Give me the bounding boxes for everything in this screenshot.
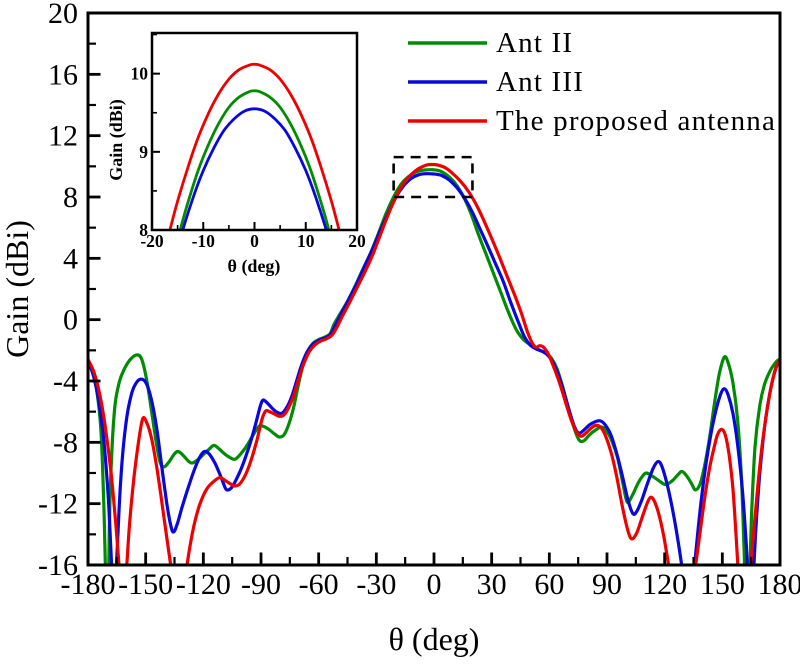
y-tick-label: 16 bbox=[48, 58, 78, 91]
inset-y-tick-label: 9 bbox=[139, 142, 148, 162]
y-tick-label: 12 bbox=[48, 120, 78, 153]
x-tick-label: 180 bbox=[758, 568, 800, 601]
x-tick-label: -90 bbox=[241, 568, 281, 601]
inset-x-tick-label: -10 bbox=[192, 231, 216, 251]
y-tick-label: 8 bbox=[63, 181, 78, 214]
inset-ticks bbox=[151, 33, 358, 231]
inset-y-tick-label: 10 bbox=[131, 64, 149, 84]
inset-x-tick-label: 0 bbox=[250, 231, 259, 251]
inset-series-the-proposed-antenna bbox=[168, 62, 341, 229]
x-tick-label: 30 bbox=[477, 568, 507, 601]
inset-background bbox=[152, 33, 357, 230]
y-tick-label: 0 bbox=[63, 304, 78, 337]
y-tick-label: 20 bbox=[48, 0, 78, 30]
inset-x-tick-label: -20 bbox=[140, 231, 164, 251]
series-ant-ii bbox=[89, 168, 779, 564]
y-axis-title: Gain (dBi) bbox=[0, 220, 35, 358]
x-axis-title: θ (deg) bbox=[389, 621, 480, 657]
x-tick-label: 60 bbox=[534, 568, 564, 601]
y-tick-label: -4 bbox=[53, 365, 78, 398]
y-tick-label: -12 bbox=[38, 488, 78, 521]
inset-tick-labels: -20 -10 0 10 20 8 9 10 bbox=[131, 64, 367, 251]
series-the-proposed-antenna bbox=[89, 162, 779, 564]
inset: -20 -10 0 10 20 8 9 10 bbox=[131, 31, 367, 251]
plot-frame bbox=[86, 11, 782, 567]
inset-frame bbox=[150, 31, 359, 232]
inset-y-tick-label: 8 bbox=[139, 220, 148, 240]
tick-labels: -180 -150 -120 -90 -60 -30 0 30 60 90 120 150 180-16… bbox=[38, 0, 800, 601]
inset-series-ant-ii bbox=[179, 89, 330, 229]
inset-x-tick-label: 20 bbox=[348, 231, 366, 251]
x-tick-label: -60 bbox=[299, 568, 339, 601]
x-tick-label: 90 bbox=[592, 568, 622, 601]
y-tick-label: 4 bbox=[63, 242, 78, 275]
inset-x-tick-label: 10 bbox=[297, 231, 315, 251]
x-tick-label: 120 bbox=[642, 568, 687, 601]
axis-ticks bbox=[86, 11, 782, 567]
legend-label-ant-iii: Ant III bbox=[496, 66, 584, 98]
legend-label-proposed-antenna: The proposed antenna bbox=[496, 105, 776, 137]
series-ant-iii bbox=[89, 172, 779, 564]
x-tick-label: -120 bbox=[176, 568, 231, 601]
y-tick-label: -8 bbox=[53, 426, 78, 459]
inset-series-ant-iii bbox=[181, 107, 328, 229]
inset-y-axis-title: Gain (dBi) bbox=[106, 99, 127, 181]
x-tick-label: -30 bbox=[356, 568, 396, 601]
x-tick-label: -150 bbox=[118, 568, 173, 601]
x-tick-label: -180 bbox=[61, 568, 116, 601]
zoom-region-box bbox=[392, 155, 474, 199]
inset-x-axis-title: θ (deg) bbox=[228, 256, 281, 277]
chart-generated: -180 -150 -120 -90 -60 -30 0 30 60 90 120 150 180-16… bbox=[38, 0, 800, 601]
series-curves bbox=[89, 162, 779, 564]
x-tick-label: 0 bbox=[427, 568, 442, 601]
inset-curves bbox=[168, 62, 341, 229]
x-tick-label: 150 bbox=[700, 568, 745, 601]
legend-label-ant-ii: Ant II bbox=[496, 27, 573, 59]
y-tick-label: -16 bbox=[38, 549, 78, 582]
